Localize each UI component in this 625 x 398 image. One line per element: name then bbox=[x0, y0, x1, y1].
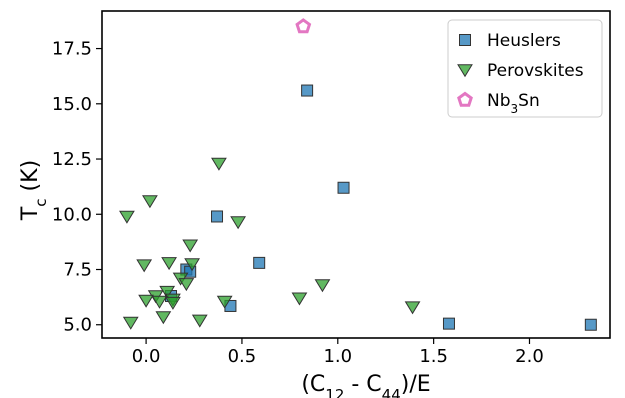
data-point bbox=[120, 211, 134, 223]
data-point bbox=[137, 260, 151, 272]
y-tick-label: 5.0 bbox=[63, 315, 92, 336]
x-tick-label: 1.0 bbox=[323, 346, 352, 367]
x-axis-label: (C12 - C44)/E bbox=[301, 372, 430, 398]
data-point bbox=[139, 295, 153, 307]
data-point bbox=[315, 280, 329, 292]
y-tick-label: 17.5 bbox=[52, 39, 92, 60]
data-point bbox=[166, 297, 180, 309]
data-point bbox=[193, 315, 207, 327]
data-point bbox=[153, 296, 167, 308]
y-tick-label: 10.0 bbox=[52, 204, 92, 225]
y-tick-label: 7.5 bbox=[63, 260, 92, 281]
data-point bbox=[406, 302, 420, 314]
data-point bbox=[231, 217, 245, 229]
data-point bbox=[156, 312, 170, 324]
data-point bbox=[297, 20, 309, 32]
data-point bbox=[443, 318, 454, 329]
x-axis: 0.0 0.5 1.0 1.5 2.0 bbox=[132, 338, 544, 367]
data-point bbox=[292, 293, 306, 305]
data-point bbox=[585, 319, 596, 330]
y-tick-label: 12.5 bbox=[52, 149, 92, 170]
data-point bbox=[124, 317, 138, 329]
data-point bbox=[143, 196, 157, 208]
data-point bbox=[302, 85, 313, 96]
y-axis: 5.0 7.5 10.0 12.5 15.0 17.5 bbox=[52, 39, 102, 336]
x-tick-label: 0.5 bbox=[228, 346, 257, 367]
data-point bbox=[179, 279, 193, 291]
legend-label: Perovskites bbox=[487, 61, 584, 81]
data-point bbox=[162, 258, 176, 270]
x-tick-label: 2.0 bbox=[515, 346, 544, 367]
data-point bbox=[212, 211, 223, 222]
x-tick-label: 0.0 bbox=[132, 346, 161, 367]
data-point bbox=[212, 158, 226, 170]
legend-label: Heuslers bbox=[487, 31, 561, 51]
data-point bbox=[183, 240, 197, 252]
y-tick-label: 15.0 bbox=[52, 94, 92, 115]
data-point bbox=[338, 182, 349, 193]
legend-marker bbox=[460, 35, 471, 46]
y-axis-label: Tc (K) bbox=[18, 160, 50, 221]
data-point bbox=[254, 257, 265, 268]
x-tick-label: 1.5 bbox=[419, 346, 448, 367]
